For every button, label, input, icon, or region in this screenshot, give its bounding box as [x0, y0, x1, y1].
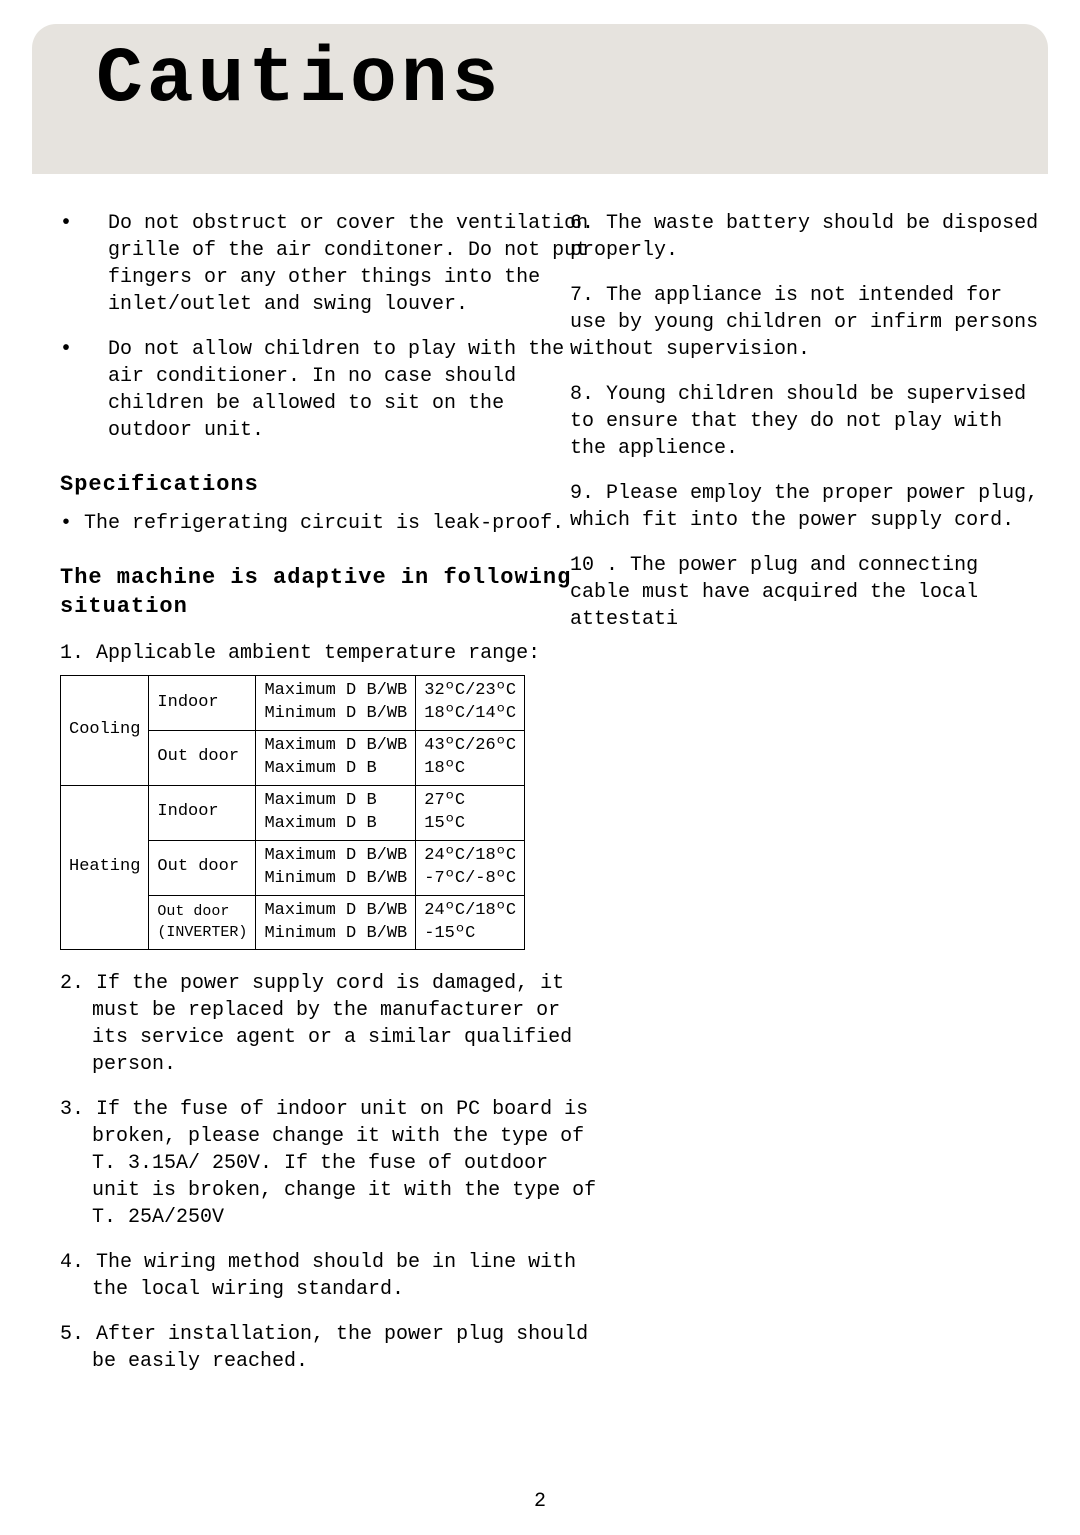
- table-row: Heating Indoor Maximum D B Maximum D B 2…: [61, 785, 525, 840]
- note-6: 6. The waste battery should be disposed …: [570, 210, 1040, 264]
- cell-loc: Out door: [149, 730, 256, 785]
- note-8: 8. Young children should be supervised t…: [570, 381, 1040, 462]
- caution-text-1: Do not obstruct or cover the ventilation…: [108, 210, 600, 318]
- caution-bullet-2: • Do not allow children to play with the…: [60, 336, 600, 444]
- note-4: 4. The wiring method should be in line w…: [60, 1249, 600, 1303]
- cell-values: 43ºC/26ºC 18ºC: [416, 730, 525, 785]
- cell-mode: Heating: [61, 785, 149, 950]
- note-7: 7. The appliance is not intended for use…: [570, 282, 1040, 363]
- temperature-table: Cooling Indoor Maximum D B/WB Minimum D …: [60, 675, 525, 950]
- right-column: 6. The waste battery should be disposed …: [570, 210, 1040, 633]
- cell-loc: Out door (INVERTER): [149, 895, 256, 950]
- caution-bullet-1: • Do not obstruct or cover the ventilati…: [60, 210, 600, 318]
- spec-leakproof-line: • The refrigerating circuit is leak-proo…: [60, 510, 600, 537]
- cell-loc: Indoor: [149, 676, 256, 731]
- left-column: • Do not obstruct or cover the ventilati…: [60, 210, 600, 1375]
- note-2: 2. If the power supply cord is damaged, …: [60, 970, 600, 1078]
- note-1-label: 1. Applicable ambient temperature range:: [60, 640, 600, 667]
- cell-labels: Maximum D B/WB Maximum D B: [256, 730, 416, 785]
- cell-values: 27ºC 15ºC: [416, 785, 525, 840]
- cell-labels: Maximum D B/WB Minimum D B/WB: [256, 840, 416, 895]
- cell-values: 24ºC/18ºC -7ºC/-8ºC: [416, 840, 525, 895]
- cell-loc: Out door: [149, 840, 256, 895]
- bullet-icon: •: [60, 336, 108, 444]
- cell-mode: Cooling: [61, 676, 149, 786]
- cell-labels: Maximum D B/WB Minimum D B/WB: [256, 676, 416, 731]
- cell-values: 32ºC/23ºC 18ºC/14ºC: [416, 676, 525, 731]
- cell-labels: Maximum D B Maximum D B: [256, 785, 416, 840]
- table-row: Cooling Indoor Maximum D B/WB Minimum D …: [61, 676, 525, 731]
- bullet-icon: •: [60, 210, 108, 318]
- page-number: 2: [0, 1490, 1080, 1513]
- cell-labels: Maximum D B/WB Minimum D B/WB: [256, 895, 416, 950]
- cell-loc: Indoor: [149, 785, 256, 840]
- specifications-heading: Specifications: [60, 470, 600, 500]
- cell-values: 24ºC/18ºC -15ºC: [416, 895, 525, 950]
- caution-text-2: Do not allow children to play with the a…: [108, 336, 600, 444]
- note-3: 3. If the fuse of indoor unit on PC boar…: [60, 1096, 600, 1231]
- notes-list: 2. If the power supply cord is damaged, …: [60, 970, 600, 1375]
- note-10: 10 . The power plug and connecting cable…: [570, 552, 1040, 633]
- adaptive-heading: The machine is adaptive in following sit…: [60, 563, 600, 622]
- page-title: Cautions: [96, 36, 502, 124]
- note-9: 9. Please employ the proper power plug, …: [570, 480, 1040, 534]
- note-5: 5. After installation, the power plug sh…: [60, 1321, 600, 1375]
